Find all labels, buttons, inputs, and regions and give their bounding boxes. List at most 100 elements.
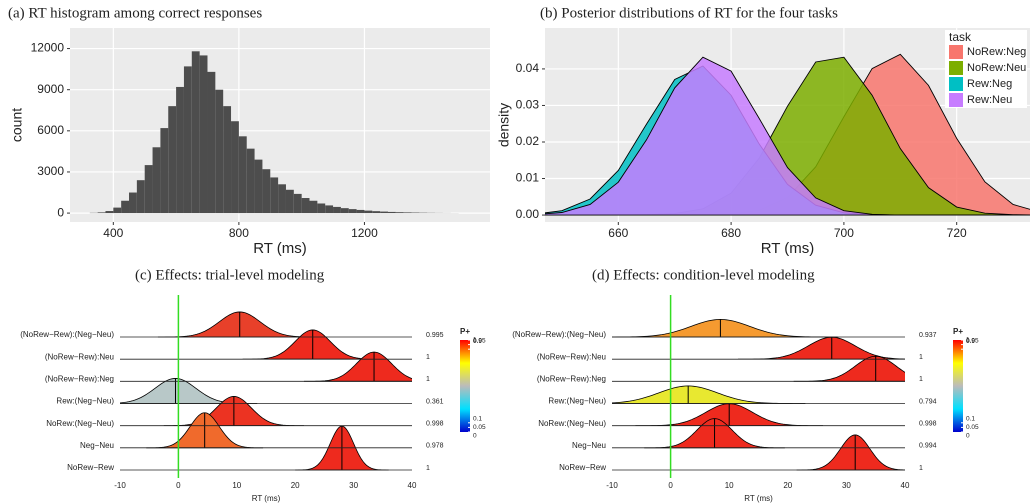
bar — [333, 206, 341, 214]
bar — [364, 210, 373, 214]
bar — [129, 192, 137, 214]
legend-label: NoRew:Neg — [967, 46, 1026, 58]
bar — [191, 51, 200, 214]
row-label: (NoRew−Rew):(Neg−Neu) — [20, 330, 114, 339]
p-plus-label: 0.994 — [919, 443, 937, 450]
x-axis-label: RT (ms) — [744, 494, 773, 503]
x-tick-label: 30 — [842, 481, 851, 490]
row-label: Neg−Neu — [572, 441, 606, 450]
p-plus-label: 1 — [919, 465, 923, 472]
p-plus-label: 1 — [426, 376, 430, 383]
legend-title: task — [949, 30, 972, 44]
x-axis-label: RT (ms) — [253, 240, 307, 257]
ridge-density — [796, 434, 905, 471]
legend-label: Rew:Neg — [967, 78, 1012, 90]
p-plus-label: 1 — [426, 354, 430, 361]
row-label: (NoRew−Rew):Neu — [537, 352, 606, 361]
bar — [223, 106, 232, 214]
panel-title: (b) Posterior distributions of RT for th… — [540, 5, 838, 21]
bar — [387, 211, 396, 214]
legend-swatch — [949, 93, 963, 107]
legend-swatch — [949, 45, 963, 59]
y-tick-label: 9000 — [37, 82, 64, 96]
plot-clip — [545, 53, 1030, 216]
row-label: (NoRew−Rew):Neg — [537, 374, 606, 383]
y-tick-label: 0.00 — [516, 207, 540, 221]
colorbar-tick-label: 0.95 — [966, 337, 979, 344]
ridge-density — [612, 385, 806, 404]
panel-title: (c) Effects: trial-level modeling — [135, 267, 325, 283]
legend-swatch — [949, 77, 963, 91]
colorbar-tick-label: 0.1 — [966, 416, 975, 423]
x-tick-label: 20 — [783, 481, 792, 490]
p-plus-label: 1 — [426, 465, 430, 472]
x-tick-label: 40 — [408, 481, 417, 490]
bar — [372, 211, 381, 214]
y-tick-label: 0 — [57, 205, 64, 219]
bar — [246, 148, 255, 214]
y-axis-label: density — [496, 103, 512, 147]
row-label: (NoRew−Rew):(Neg−Neu) — [512, 330, 606, 339]
y-axis-label: count — [9, 108, 25, 142]
row-label: Rew:(Neg−Neu) — [56, 397, 114, 406]
p-plus-label: 1 — [919, 376, 923, 383]
panel-title: (a) RT histogram among correct responses — [8, 5, 262, 21]
bar — [395, 212, 404, 214]
ridge-density — [612, 319, 838, 338]
bar — [215, 89, 224, 214]
colorbar-tick-label: 0.9 — [966, 338, 975, 345]
bar — [317, 203, 326, 214]
row-label: Rew:(Neg−Neu) — [548, 397, 606, 406]
x-tick-label: 10 — [725, 481, 734, 490]
legend-label: Rew:Neu — [967, 94, 1012, 106]
bar — [340, 208, 349, 214]
x-tick-label: 0 — [176, 481, 181, 490]
y-tick-label: 12000 — [31, 41, 65, 55]
x-tick-label: 30 — [349, 481, 358, 490]
bar — [270, 177, 279, 214]
row-label: NoRew:(Neg−Neu) — [46, 419, 114, 428]
bar — [293, 193, 302, 214]
y-tick-label: 0.01 — [516, 171, 540, 185]
colorbar-tick-label: 0.05 — [966, 424, 979, 431]
bar — [168, 106, 177, 214]
bar — [105, 211, 114, 214]
bar — [144, 165, 153, 214]
x-tick-label: 1200 — [351, 226, 378, 240]
p-plus-label: 0.361 — [426, 398, 444, 405]
bar — [183, 66, 192, 214]
p-plus-label: 0.998 — [919, 421, 937, 428]
bar — [207, 71, 216, 214]
y-tick-label: 0.02 — [516, 134, 540, 148]
bar — [356, 209, 365, 214]
x-tick-label: 800 — [229, 226, 249, 240]
bar — [254, 159, 263, 214]
bar — [231, 121, 239, 214]
bar — [199, 55, 208, 214]
colorbar-tick-label: 1 — [966, 337, 970, 344]
colorbar-tick-label: 0.05 — [473, 424, 486, 431]
x-tick-label: 680 — [721, 226, 741, 240]
colorbar-tick-label: 1 — [473, 337, 477, 344]
legend-label: NoRew:Neu — [967, 62, 1026, 74]
colorbar-tick-label: 0 — [473, 433, 477, 440]
bar — [262, 169, 271, 214]
plot-clip — [612, 319, 905, 471]
y-tick-label: 0.04 — [516, 61, 540, 75]
bar — [380, 211, 388, 214]
bar — [278, 184, 286, 214]
row-label: (NoRew−Rew):Neu — [45, 352, 114, 361]
x-tick-label: 0 — [668, 481, 673, 490]
bar — [97, 212, 106, 214]
row-label: NoRew:(Neg−Neu) — [538, 419, 606, 428]
bar — [403, 212, 412, 214]
x-tick-label: 400 — [103, 226, 123, 240]
density-area — [545, 56, 1030, 216]
bar — [113, 207, 122, 214]
x-tick-label: 10 — [232, 481, 241, 490]
ridge-density — [793, 355, 905, 382]
x-tick-label: 20 — [291, 481, 300, 490]
colorbar-title: P+ — [953, 327, 963, 336]
bar — [176, 86, 184, 214]
bar — [121, 200, 130, 214]
